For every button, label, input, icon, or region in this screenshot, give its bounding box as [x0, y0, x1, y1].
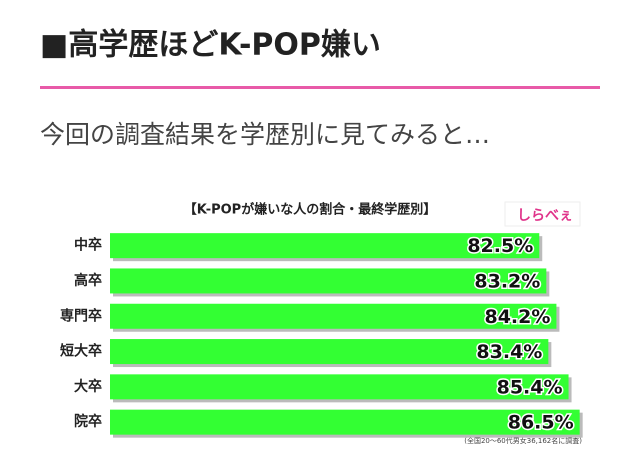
value-label: 85.4% — [497, 376, 563, 398]
chart-title: 【K-POPが嫌いな人の割合・最終学歴別】 — [184, 202, 436, 218]
category-label: 専門卒 — [60, 307, 102, 324]
category-label: 中卒 — [74, 237, 102, 254]
category-label: 短大卒 — [60, 343, 102, 360]
category-label: 院卒 — [74, 413, 102, 430]
slide-subtitle: 今回の調査結果を学歴別に見てみると… — [40, 120, 490, 149]
value-label: 82.5% — [467, 235, 533, 257]
slide-title: ■高学歴ほどK-POP嫌い — [40, 28, 381, 63]
bar — [110, 339, 549, 365]
logo: しらべぇ — [517, 208, 573, 224]
value-label: 83.4% — [476, 341, 542, 363]
value-label: 83.2% — [474, 270, 540, 292]
bar — [110, 268, 547, 294]
value-label: 86.5% — [508, 412, 574, 434]
category-label: 大卒 — [74, 378, 102, 395]
title-rule — [40, 86, 600, 89]
bar — [110, 374, 569, 400]
chart-note: (全国20～60代男女36,162名に調査) — [464, 436, 582, 445]
value-label: 84.2% — [484, 306, 550, 328]
logo-box — [504, 201, 581, 227]
bar — [110, 233, 540, 259]
bar — [110, 409, 580, 435]
category-label: 高卒 — [74, 272, 102, 289]
bar — [110, 303, 557, 329]
